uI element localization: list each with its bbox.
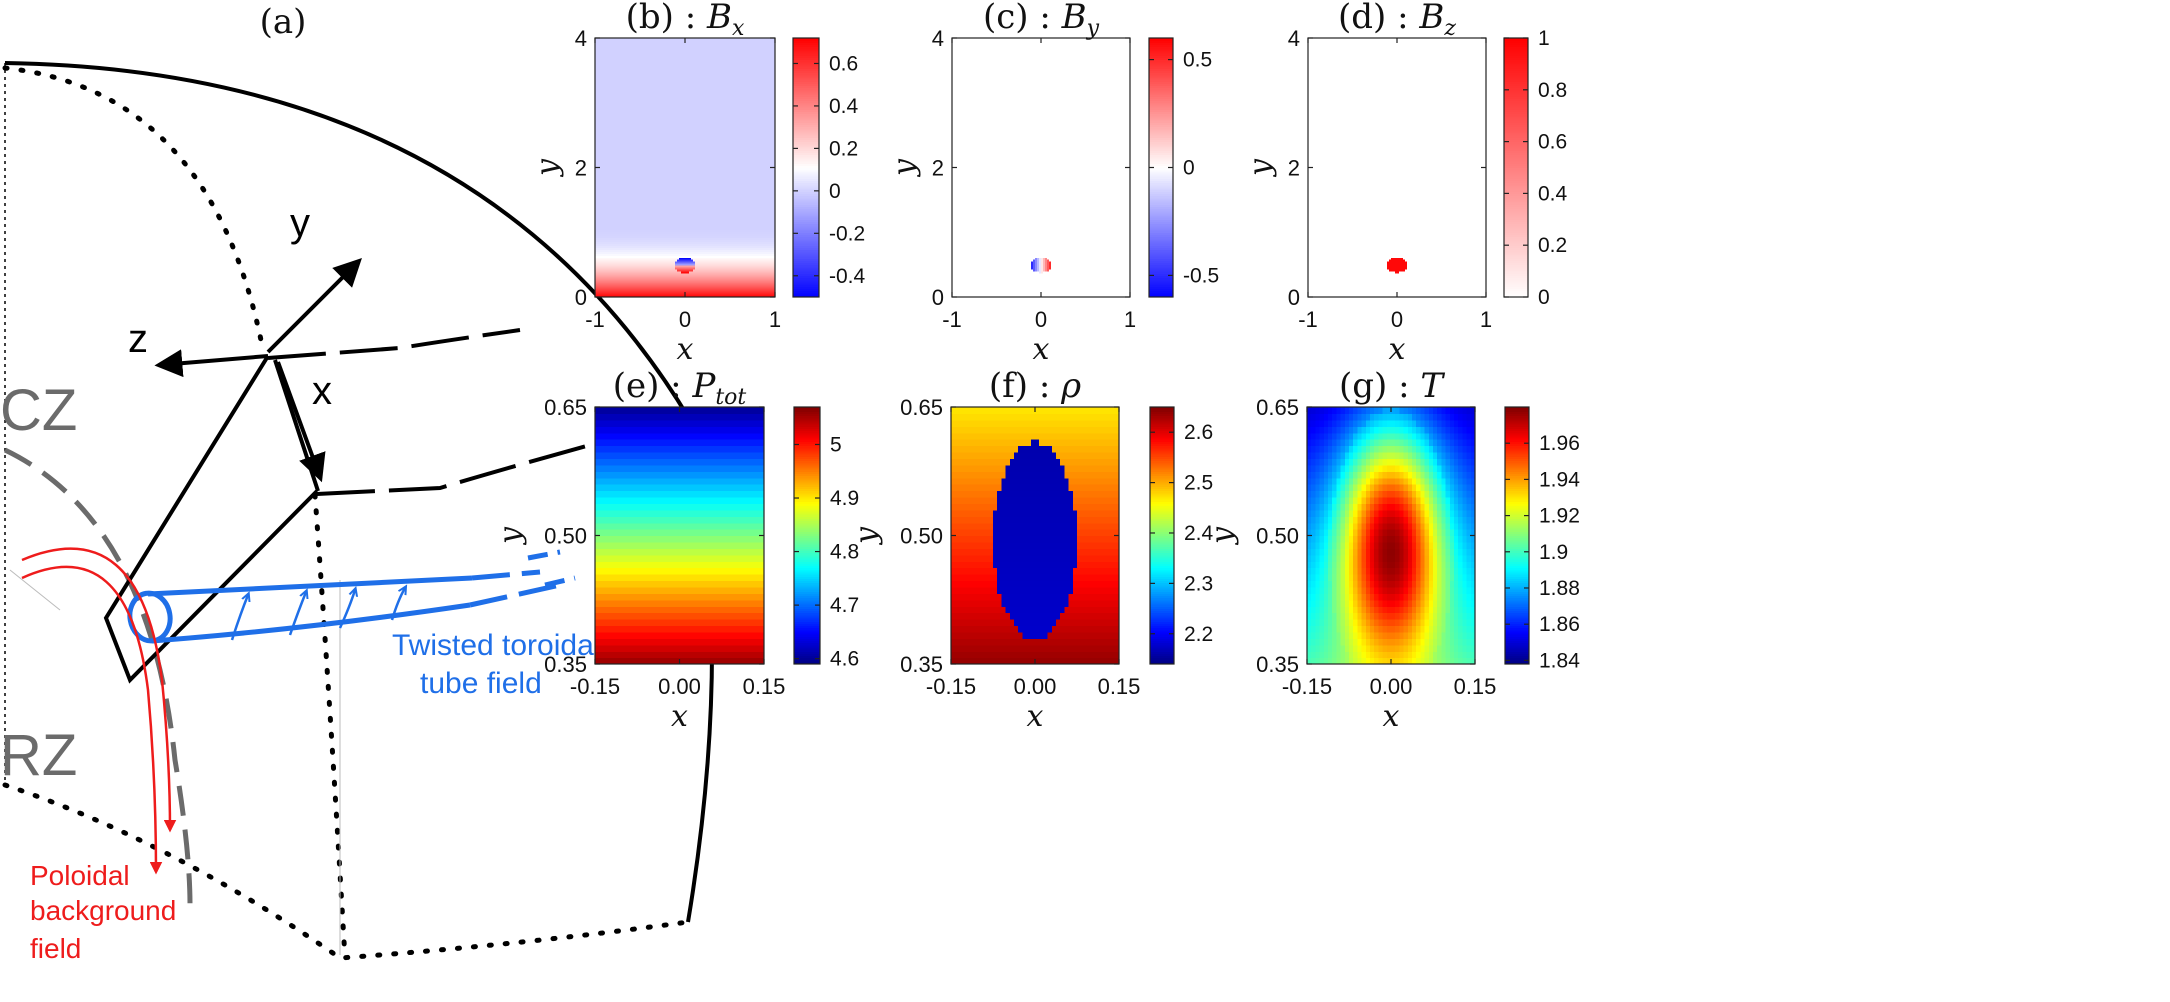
poloidal-label-line-1: Poloidal [30, 860, 130, 891]
heatmap-cells [595, 38, 776, 298]
frame-extension-bottom [317, 445, 590, 494]
poloidal-label-line-3: field [30, 933, 81, 964]
axis-y-arrow [268, 262, 358, 352]
axis-x-label: x [312, 369, 332, 413]
tube-label-line-2: tube field [420, 667, 542, 700]
frame-extension-top [268, 330, 520, 358]
poloidal-label: Poloidal background field [30, 860, 184, 964]
axis-y-label: y [290, 201, 310, 245]
meridian-dotted-top [5, 68, 262, 345]
construction-line [10, 570, 60, 610]
cz-label: CZ [0, 378, 77, 443]
axis-z-label: z [128, 317, 148, 361]
sketch-title: (a) [260, 2, 307, 42]
axis-z-arrow [160, 356, 268, 365]
poloidal-label-line-2: background [30, 895, 176, 926]
rz-label: RZ [0, 723, 77, 788]
